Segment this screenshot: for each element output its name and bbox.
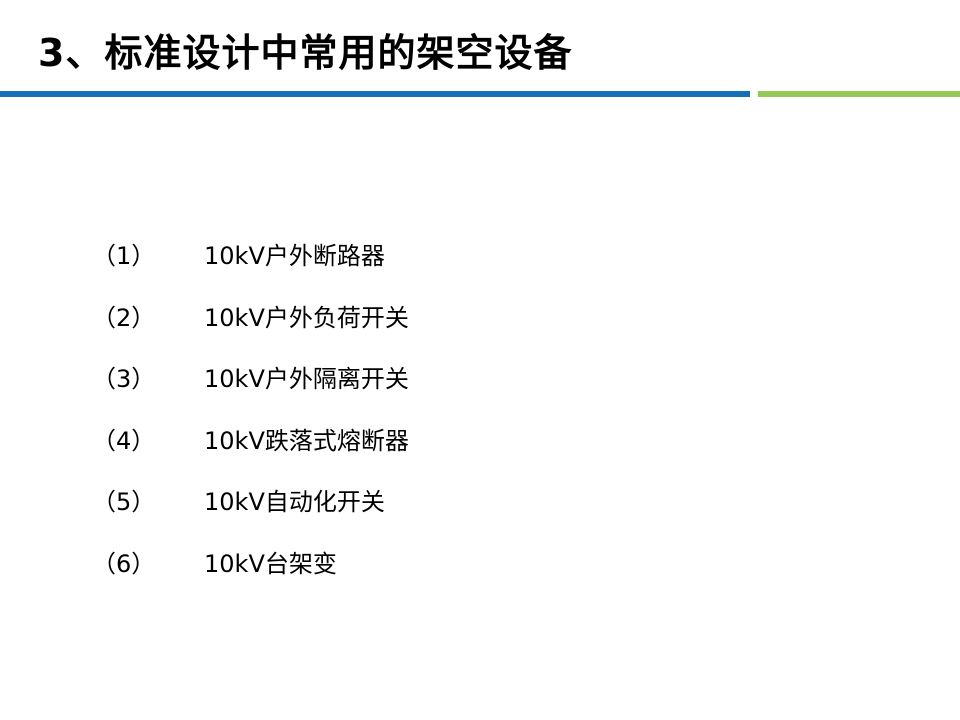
title-divider-blue xyxy=(0,91,750,97)
item-text: 10kV户外负荷开关 xyxy=(204,303,409,332)
list-item: （6） 10kV台架变 xyxy=(92,544,409,606)
item-number: （5） xyxy=(92,488,156,516)
item-text: 10kV户外断路器 xyxy=(204,242,385,270)
item-text: 10kV台架变 xyxy=(204,549,337,578)
item-text: 10kV自动化开关 xyxy=(204,488,385,516)
item-number: （3） xyxy=(92,365,156,393)
item-number: （2） xyxy=(92,303,156,332)
list-item: （3） 10kV户外隔离开关 xyxy=(92,359,409,421)
list-item: （1） 10kV户外断路器 xyxy=(92,236,409,298)
item-number: （1） xyxy=(92,242,156,270)
item-text: 10kV户外隔离开关 xyxy=(204,365,409,393)
list-item: （4） 10kV跌落式熔断器 xyxy=(92,421,409,483)
item-text: 10kV跌落式熔断器 xyxy=(204,426,409,455)
equipment-list: （1） 10kV户外断路器 （2） 10kV户外负荷开关 （3） 10kV户外隔离开关… xyxy=(92,236,409,605)
slide-title: 3、标准设计中常用的架空设备 xyxy=(38,31,573,75)
list-item: （2） 10kV户外负荷开关 xyxy=(92,298,409,360)
item-number: （6） xyxy=(92,549,156,578)
item-number: （4） xyxy=(92,426,156,455)
title-divider-green xyxy=(758,91,960,97)
list-item: （5） 10kV自动化开关 xyxy=(92,482,409,544)
